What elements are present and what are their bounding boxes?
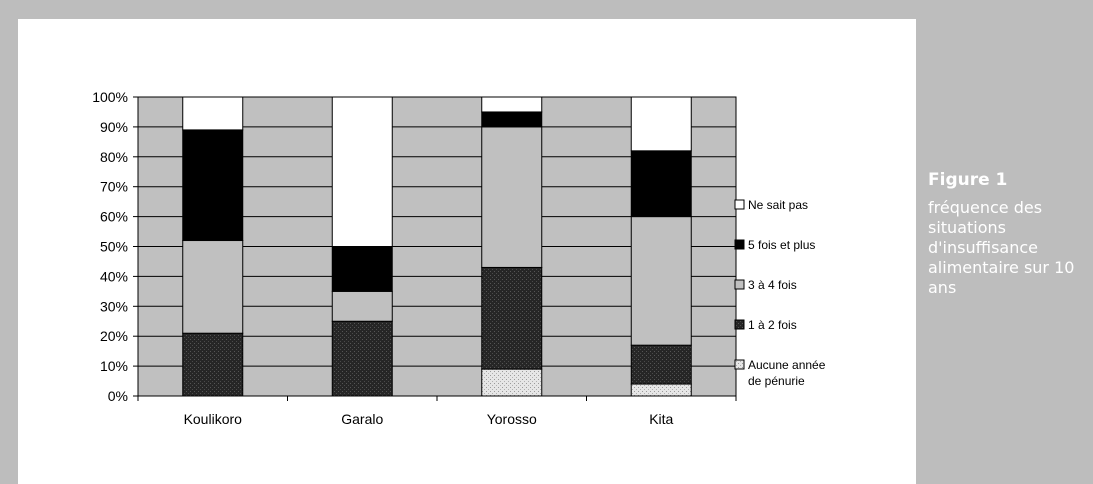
bar-segment: [331, 290, 393, 322]
legend-label: 5 fois et plus: [748, 238, 815, 252]
figure-caption: Figure 1 fréquence des situations d'insu…: [928, 170, 1088, 298]
legend-label: de pénurie: [748, 374, 805, 388]
x-tick-label: Koulikoro: [184, 411, 243, 427]
bar-segment: [331, 320, 393, 397]
y-tick-label: 0%: [108, 388, 128, 404]
bar-segment: [481, 96, 543, 113]
legend-swatch: [734, 199, 745, 210]
bar-segment: [182, 96, 244, 131]
legend-label: 3 à 4 fois: [748, 278, 797, 292]
bar-segment: [630, 96, 692, 152]
y-tick-label: 30%: [100, 298, 128, 314]
x-tick-label: Kita: [649, 411, 673, 427]
stacked-bar-chart: 0% 10% 20% 30% 40% 50% 60% 70% 80% 90% 100% Kouliko…: [92, 89, 826, 427]
bar-segment: [630, 383, 692, 397]
legend-swatch: [734, 359, 745, 370]
y-tick-label: 10%: [100, 358, 128, 374]
x-tick-label: Yorosso: [487, 411, 537, 427]
bar-segment: [182, 240, 244, 334]
bar-segment: [481, 368, 543, 397]
y-tick-label: 80%: [100, 149, 128, 165]
y-tick-label: 50%: [100, 239, 128, 255]
bar-segment: [182, 129, 244, 242]
y-tick-label: 60%: [100, 209, 128, 225]
y-tick-label: 100%: [92, 89, 128, 105]
legend-label: Ne sait pas: [748, 198, 808, 212]
figure-caption-text: fréquence des situations d'insuffisance …: [928, 198, 1075, 297]
bar-segment: [481, 126, 543, 268]
y-tick-label: 90%: [100, 119, 128, 135]
chart-panel: 0% 10% 20% 30% 40% 50% 60% 70% 80% 90% 100% Kouliko…: [18, 19, 916, 484]
legend-swatch: [734, 279, 745, 290]
x-tick-label: Garalo: [341, 411, 383, 427]
legend-swatch: [734, 319, 745, 330]
bar-segment: [630, 344, 692, 385]
bar-segment: [331, 96, 393, 247]
y-tick-label: 20%: [100, 328, 128, 344]
y-tick-label: 70%: [100, 179, 128, 195]
figure-title: Figure 1: [928, 170, 1008, 190]
y-tick-label: 40%: [100, 268, 128, 284]
bar-segment: [331, 246, 393, 292]
bar-segment: [481, 111, 543, 128]
bar-segment: [481, 266, 543, 370]
legend-label: Aucune année: [748, 358, 826, 372]
legend-swatch: [734, 239, 745, 250]
legend-label: 1 à 2 fois: [748, 318, 797, 332]
bar-segment: [182, 332, 244, 397]
bar-segment: [630, 150, 692, 218]
bar-segment: [630, 216, 692, 346]
